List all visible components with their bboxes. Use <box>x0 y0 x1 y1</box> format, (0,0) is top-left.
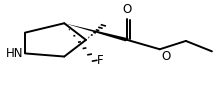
Text: HN: HN <box>6 47 23 60</box>
Polygon shape <box>64 23 129 41</box>
Text: O: O <box>161 50 170 63</box>
Text: F: F <box>97 54 103 67</box>
Text: O: O <box>123 3 132 16</box>
